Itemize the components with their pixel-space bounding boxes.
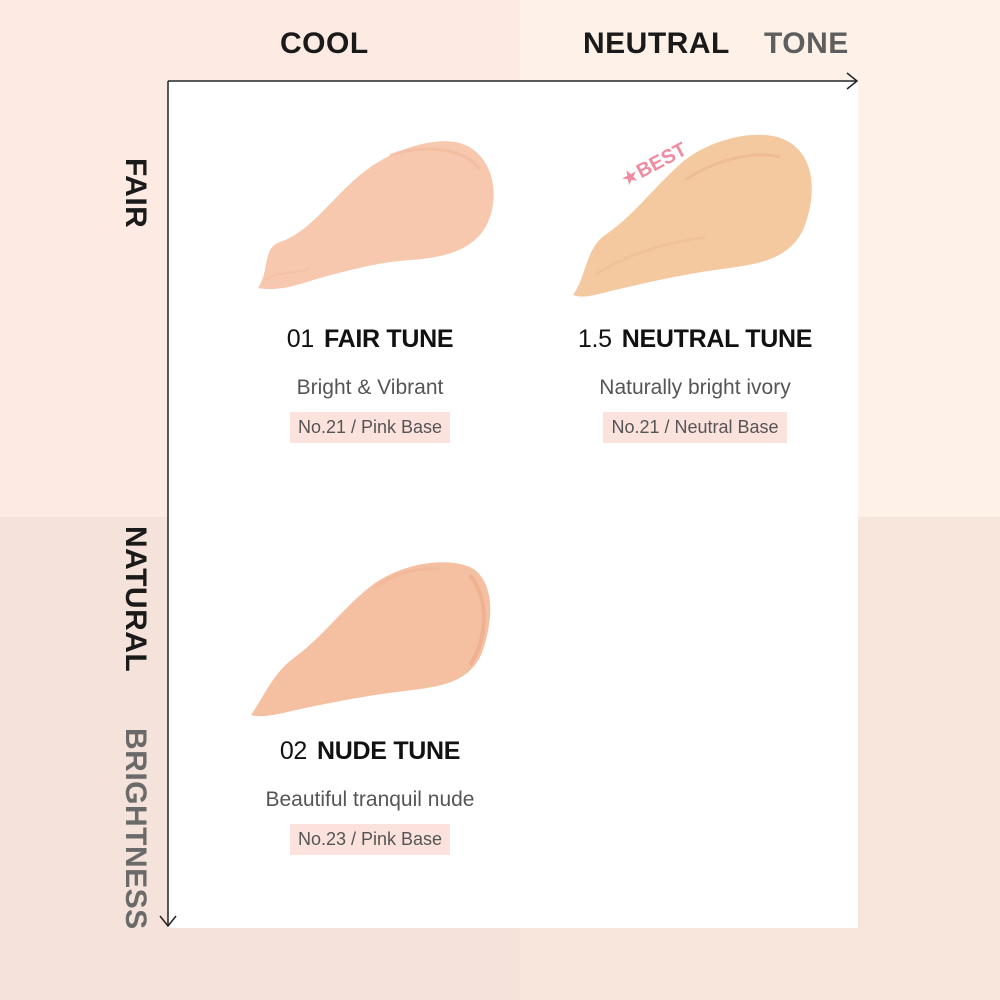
tone-axis-arrowhead — [846, 72, 859, 90]
tone-label-cool: COOL — [280, 27, 369, 60]
shade-name: NEUTRAL TUNE — [621, 325, 813, 353]
shade-card-fair-tune: 01 FAIR TUNE Bright & Vibrant No.21 / Pin… — [220, 325, 520, 443]
brightness-label-fair: FAIR — [119, 158, 152, 229]
shade-title: 1.5 NEUTRAL TUNE — [520, 325, 870, 354]
swatch-fair-tune — [258, 141, 494, 290]
shade-number: 1.5 — [577, 325, 612, 353]
shade-description: Naturally bright ivory — [599, 376, 791, 399]
shade-title: 02 NUDE TUNE — [220, 737, 520, 766]
brightness-axis-title: BRIGHTNESS — [119, 728, 152, 930]
shade-number: 02 — [279, 737, 308, 765]
shade-title: 01 FAIR TUNE — [220, 325, 520, 354]
shade-name: NUDE TUNE — [317, 737, 461, 765]
shade-name: FAIR TUNE — [323, 325, 454, 353]
tone-label-neutral: NEUTRAL — [583, 27, 730, 60]
swatch-neutral-tune — [573, 134, 812, 297]
swatch-nude-tune — [251, 562, 491, 717]
tone-axis-title: TONE — [764, 27, 849, 60]
shade-description: Beautiful tranquil nude — [265, 788, 475, 811]
shade-tag: No.23 / Pink Base — [289, 824, 451, 855]
shade-number: 01 — [286, 325, 315, 353]
brightness-axis-arrowhead — [159, 915, 177, 928]
brightness-label-natural: NATURAL — [119, 526, 152, 673]
shade-description: Bright & Vibrant — [296, 376, 444, 399]
shade-card-nude-tune: 02 NUDE TUNE Beautiful tranquil nude No.2… — [220, 737, 520, 855]
shade-tag: No.21 / Pink Base — [289, 412, 451, 443]
shade-tag: No.21 / Neutral Base — [603, 412, 787, 443]
shade-card-neutral-tune: 1.5 NEUTRAL TUNE Naturally bright ivory N… — [520, 325, 870, 443]
